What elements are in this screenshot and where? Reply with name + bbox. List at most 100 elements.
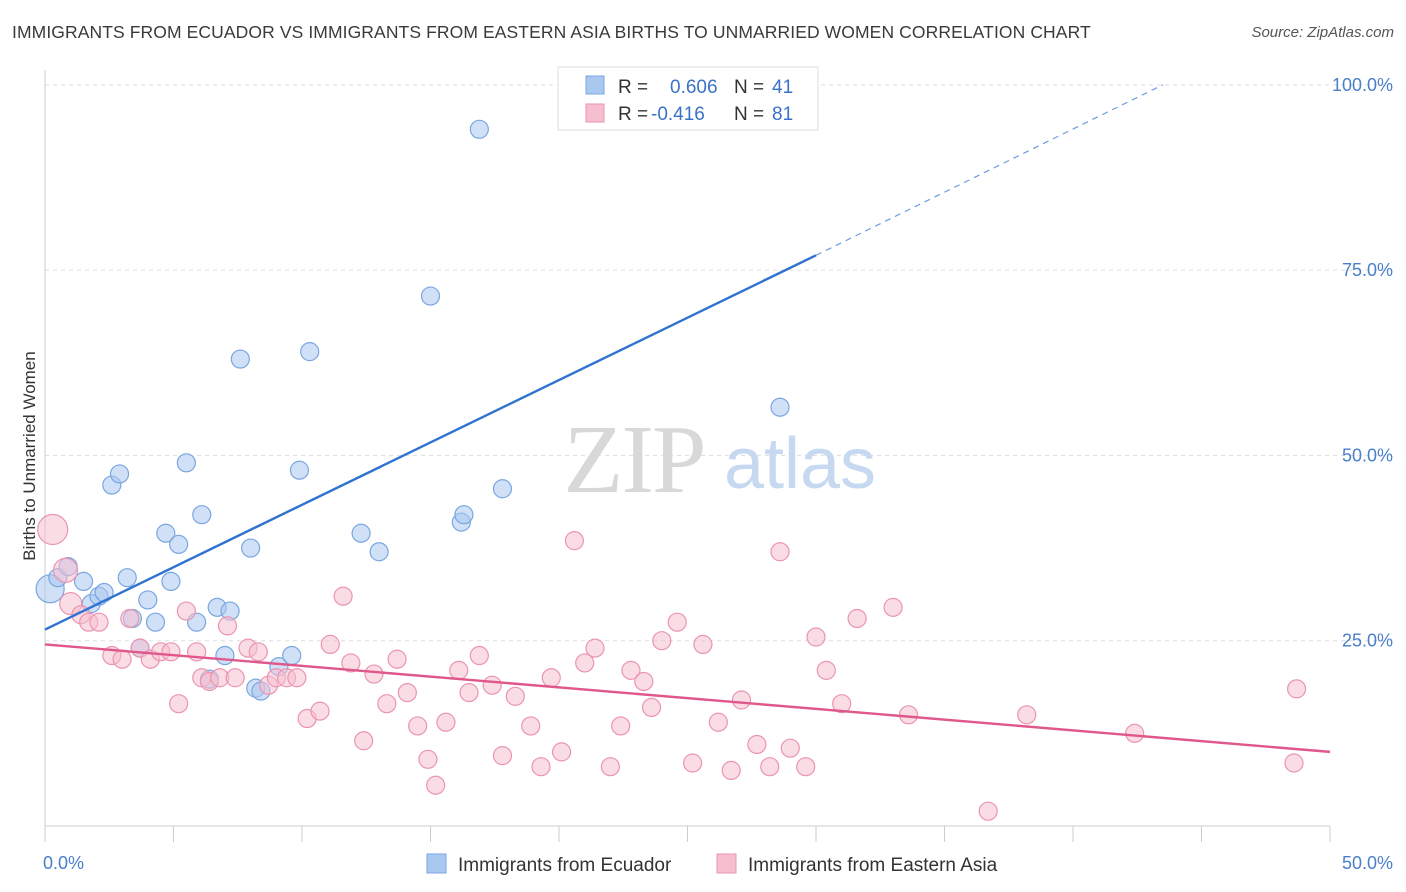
y-tick-label: 25.0% [1342, 631, 1393, 651]
axes [44, 70, 1331, 842]
eastern-asia-point [806, 627, 826, 647]
eastern-asia-point [883, 597, 903, 617]
eastern-asia-point [377, 694, 397, 714]
eastern-asia-point [176, 601, 196, 621]
eastern-asia-point [721, 760, 741, 781]
eastern-asia-point [449, 660, 469, 680]
series-legend-swatch-eastern-asia [716, 853, 737, 874]
series-legend-swatch-ecuador [426, 853, 447, 874]
ecuador-trend-line [44, 254, 817, 631]
ecuador-point [161, 571, 181, 592]
legend: R = 0.606 N = 41 R = -0.416 N = 81 [557, 66, 819, 131]
eastern-asia-point [770, 542, 790, 562]
eastern-asia-point [693, 634, 713, 655]
ecuador-point [420, 286, 441, 306]
eastern-asia-point [611, 716, 631, 736]
legend-r-value-ecuador: 0.606 [670, 77, 718, 98]
eastern-asia-point [482, 675, 502, 695]
eastern-asia-point [816, 660, 836, 680]
eastern-asia-point [112, 649, 132, 669]
eastern-asia-point [531, 757, 551, 777]
eastern-asia-point [847, 608, 867, 629]
y-tick-label: 100.0% [1332, 75, 1393, 95]
eastern-asia-point [364, 664, 384, 684]
ecuador-point [109, 464, 130, 484]
ecuador-point [469, 119, 489, 139]
legend-n-value-eastern-asia: 81 [772, 104, 793, 125]
legend-swatch-ecuador [585, 75, 605, 95]
eastern-asia-point [796, 757, 816, 777]
watermark-atlas: atlas [724, 424, 876, 504]
legend-n-label: N = [734, 104, 764, 125]
eastern-asia-point [575, 653, 595, 673]
watermark: ZIP atlas [564, 406, 877, 514]
eastern-asia-point [747, 734, 767, 755]
ecuador-point [145, 612, 166, 632]
source-label: Source: ZipAtlas.com [1251, 24, 1394, 41]
x-tick-label: 50.0% [1342, 853, 1393, 873]
eastern-asia-point [418, 749, 438, 769]
eastern-asia-point [780, 738, 800, 758]
x-tick-labels: 0.0% 50.0% [43, 853, 1393, 873]
eastern-asia-point [287, 668, 307, 688]
ecuador-point [230, 349, 250, 369]
eastern-asia-point [541, 668, 561, 688]
legend-n-value-ecuador: 41 [772, 77, 793, 98]
x-tick-label: 0.0% [43, 853, 84, 873]
series-legend: Immigrants from Ecuador Immigrants from … [426, 853, 998, 876]
series-legend-label-ecuador: Immigrants from Ecuador [458, 855, 672, 876]
eastern-asia-point [217, 616, 238, 636]
eastern-asia-point [1286, 679, 1307, 699]
eastern-asia-point [37, 513, 69, 546]
eastern-asia-point [341, 653, 361, 673]
trend-lines [44, 84, 1331, 754]
eastern-asia-point [89, 612, 109, 632]
legend-r-label: R = [618, 104, 648, 125]
eastern-asia-point [652, 631, 672, 651]
eastern-asia-point [426, 775, 446, 795]
eastern-asia-point [760, 757, 780, 777]
gridlines [45, 84, 1392, 642]
eastern-asia-point [505, 686, 525, 706]
ecuador-point [73, 571, 94, 592]
eastern-asia-point [169, 694, 189, 714]
eastern-asia-point [978, 801, 998, 821]
eastern-asia-point [600, 757, 621, 777]
eastern-asia-point [161, 642, 181, 662]
eastern-asia-point [320, 634, 340, 655]
eastern-asia-point [436, 712, 456, 732]
legend-n-label: N = [734, 77, 764, 98]
eastern-asia-point [667, 612, 687, 632]
ecuador-point [192, 505, 212, 525]
series-legend-label-eastern-asia: Immigrants from Eastern Asia [748, 855, 998, 876]
legend-r-label: R = [618, 77, 648, 98]
y-tick-labels: 25.0% 50.0% 75.0% 100.0% [1332, 75, 1393, 651]
eastern-asia-point [310, 701, 330, 721]
legend-r-value-eastern-asia: -0.416 [651, 104, 705, 125]
ecuador-point [369, 542, 389, 562]
eastern-asia-point [1017, 705, 1037, 725]
y-tick-label: 75.0% [1342, 260, 1393, 280]
eastern-asia-point [708, 712, 728, 732]
eastern-asia-point [683, 753, 703, 773]
ecuador-point [138, 590, 158, 610]
eastern-asia-point [120, 608, 140, 629]
y-axis-label: Births to Unmarried Women [20, 351, 39, 560]
eastern-asia-point [408, 716, 428, 736]
eastern-asia-point [564, 531, 585, 551]
eastern-asia-point [248, 642, 268, 662]
ecuador-point [289, 460, 310, 480]
ecuador-point [770, 397, 790, 417]
legend-swatch-eastern-asia [585, 103, 605, 123]
ecuador-point [351, 523, 371, 543]
eastern-asia-point [52, 557, 79, 583]
eastern-asia-trend-line [44, 643, 1331, 754]
ecuador-point [176, 453, 196, 473]
ecuador-point [241, 538, 261, 558]
ecuador-point [300, 342, 320, 362]
eastern-asia-point [1284, 753, 1304, 773]
eastern-asia-point [585, 638, 605, 658]
eastern-asia-point [225, 668, 245, 688]
eastern-asia-point [634, 671, 654, 692]
